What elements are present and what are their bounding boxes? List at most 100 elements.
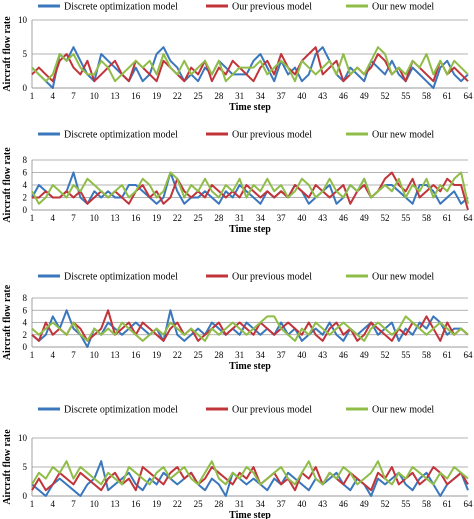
legend-label-1: Discrete optimization model <box>64 130 178 141</box>
y-tick-label: 10 <box>18 433 28 443</box>
x-tick-label: 1 <box>30 213 35 223</box>
x-tick-label: 16 <box>131 91 141 101</box>
x-tick-label: 25 <box>194 91 204 101</box>
legend-label-3: Our new model <box>372 2 434 13</box>
x-tick-label: 49 <box>360 213 370 223</box>
x-tick-label: 55 <box>401 91 411 101</box>
legend-label-2: Our previous model <box>232 2 312 13</box>
x-tick-label: 37 <box>277 91 287 101</box>
x-tick-label: 28 <box>214 499 224 509</box>
x-tick-label: 64 <box>464 213 474 223</box>
y-tick-label: 4 <box>23 180 28 190</box>
x-tick-label: 10 <box>90 91 100 101</box>
x-tick-label: 28 <box>214 213 224 223</box>
x-tick-label: 37 <box>277 350 287 360</box>
x-tick-label: 22 <box>173 213 182 223</box>
x-axis-label: Time step <box>229 510 271 519</box>
y-axis-label: Aircraft flow rate <box>2 147 13 223</box>
x-tick-label: 31 <box>235 213 244 223</box>
x-tick-label: 16 <box>131 213 141 223</box>
x-tick-label: 13 <box>111 499 121 509</box>
x-tick-label: 55 <box>401 499 411 509</box>
x-tick-label: 19 <box>152 350 162 360</box>
y-axis-label: Aircraft flow rate <box>2 429 13 505</box>
x-tick-label: 55 <box>401 213 411 223</box>
x-tick-label: 13 <box>111 91 121 101</box>
x-tick-label: 25 <box>194 499 204 509</box>
y-tick-label: 8 <box>23 293 28 303</box>
y-tick-label: 0 <box>23 205 28 215</box>
y-tick-label: 6 <box>23 305 28 315</box>
x-tick-label: 46 <box>339 91 349 101</box>
x-tick-label: 46 <box>339 499 349 509</box>
y-tick-label: 10 <box>18 15 28 25</box>
x-tick-label: 22 <box>173 350 182 360</box>
series-line-3 <box>31 171 469 205</box>
x-tick-label: 43 <box>318 91 328 101</box>
x-tick-label: 52 <box>380 91 389 101</box>
x-tick-label: 1 <box>30 91 35 101</box>
y-tick-label: 2 <box>23 193 28 203</box>
x-tick-label: 4 <box>51 91 56 101</box>
series-line-1 <box>31 309 469 348</box>
x-tick-label: 22 <box>173 499 182 509</box>
x-tick-label: 58 <box>422 499 432 509</box>
legend-label-1: Discrete optimization model <box>64 272 178 283</box>
x-tick-label: 40 <box>297 213 307 223</box>
legend-label-1: Discrete optimization model <box>64 405 178 416</box>
x-tick-label: 61 <box>443 350 452 360</box>
legend-label-2: Our previous model <box>232 405 312 416</box>
x-tick-label: 28 <box>214 350 224 360</box>
x-tick-label: 64 <box>464 499 474 509</box>
x-tick-label: 64 <box>464 91 474 101</box>
x-tick-label: 10 <box>90 213 100 223</box>
x-tick-label: 49 <box>360 350 370 360</box>
x-tick-label: 7 <box>71 91 76 101</box>
chart-panel-3: Discrete optimization model Our previous … <box>2 272 473 373</box>
x-tick-label: 7 <box>71 213 76 223</box>
legend-label-3: Our new model <box>372 272 434 283</box>
y-tick-label: 0 <box>23 491 28 501</box>
x-tick-label: 13 <box>111 350 121 360</box>
chart-panel-4: Discrete optimization model Our previous … <box>2 405 473 519</box>
x-tick-label: 31 <box>235 350 244 360</box>
x-tick-label: 13 <box>111 213 121 223</box>
x-tick-label: 19 <box>152 499 162 509</box>
legend-label-2: Our previous model <box>232 272 312 283</box>
x-tick-label: 4 <box>51 350 56 360</box>
legend-label-3: Our new model <box>372 405 434 416</box>
chart-panel-1: Discrete optimization model Our previous … <box>2 2 473 114</box>
x-tick-label: 43 <box>318 213 328 223</box>
x-tick-label: 49 <box>360 91 370 101</box>
x-tick-label: 4 <box>51 213 56 223</box>
y-axis-label: Aircraft flow rate <box>2 284 13 360</box>
x-tick-label: 4 <box>51 499 56 509</box>
series-line-3 <box>31 460 469 486</box>
series-line-3 <box>31 46 469 83</box>
x-tick-label: 10 <box>90 499 100 509</box>
x-tick-label: 7 <box>71 350 76 360</box>
x-tick-label: 31 <box>235 499 244 509</box>
x-tick-label: 16 <box>131 499 141 509</box>
x-tick-label: 40 <box>297 91 307 101</box>
y-tick-label: 0 <box>23 83 28 93</box>
x-tick-label: 58 <box>422 350 432 360</box>
chart-panel-2: Discrete optimization model Our previous … <box>2 130 473 236</box>
series-line-2 <box>31 46 469 83</box>
x-tick-label: 64 <box>464 350 474 360</box>
x-tick-label: 49 <box>360 499 370 509</box>
x-tick-label: 25 <box>194 213 204 223</box>
x-tick-label: 1 <box>30 499 35 509</box>
x-tick-label: 61 <box>443 91 452 101</box>
x-axis-label: Time step <box>229 361 271 372</box>
x-tick-label: 22 <box>173 91 182 101</box>
x-tick-label: 52 <box>380 350 389 360</box>
x-tick-label: 25 <box>194 350 204 360</box>
x-tick-label: 58 <box>422 91 432 101</box>
y-axis-label: Aircraft flow rate <box>2 16 13 92</box>
x-tick-label: 31 <box>235 91 244 101</box>
x-tick-label: 55 <box>401 350 411 360</box>
x-tick-label: 34 <box>256 499 266 509</box>
series-line-2 <box>31 466 469 492</box>
